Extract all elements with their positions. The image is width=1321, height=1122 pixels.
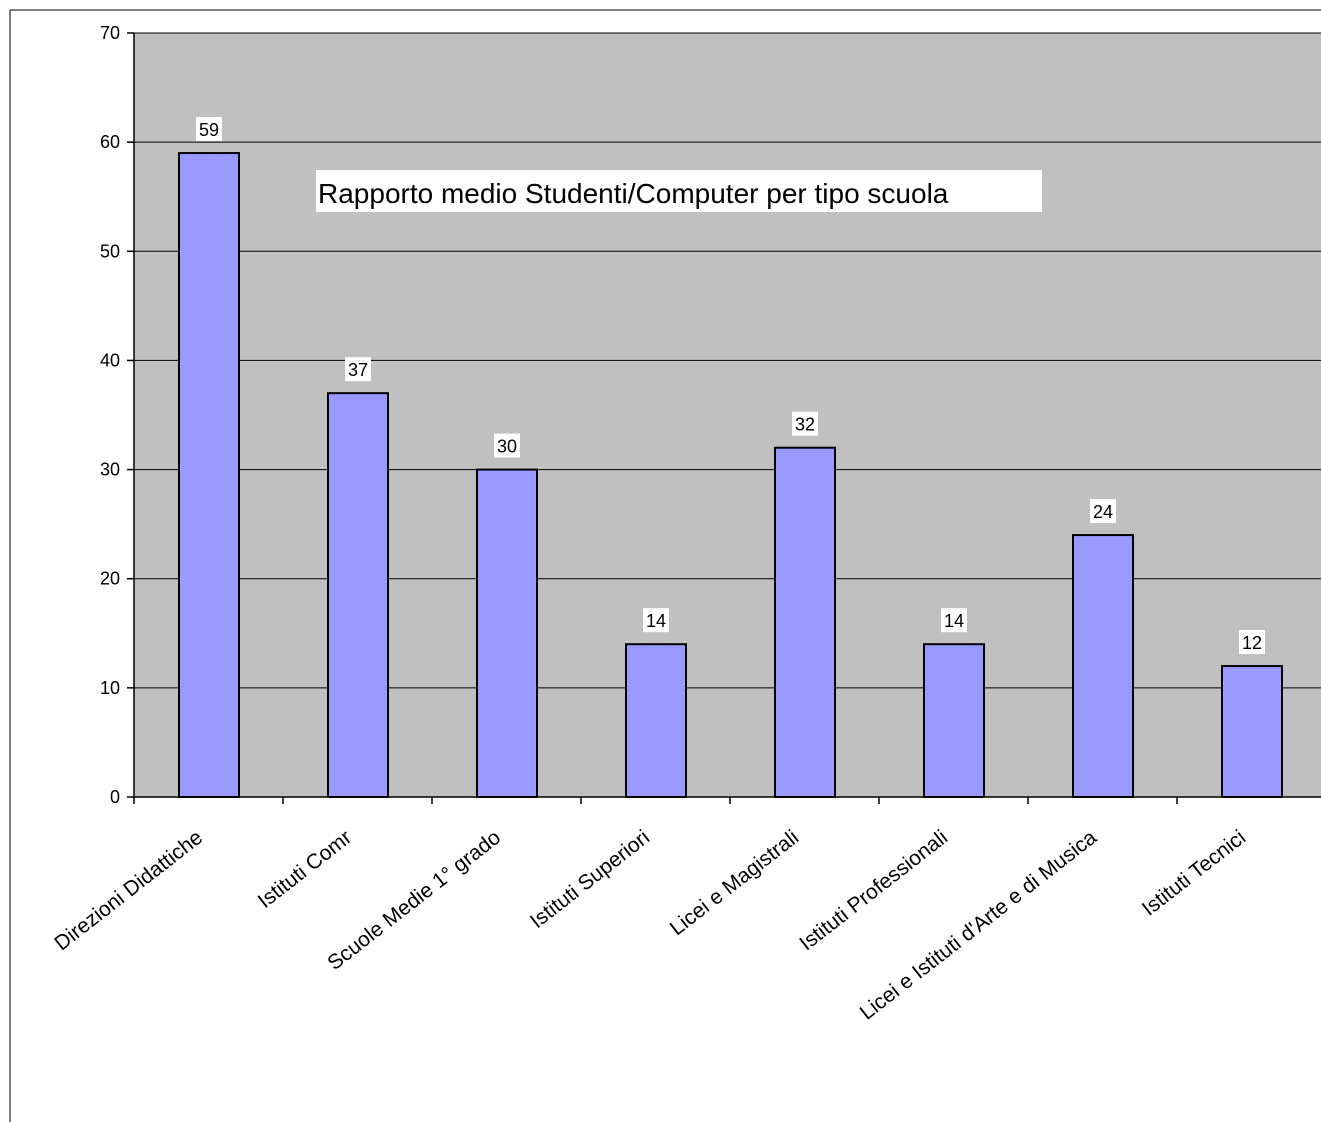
category-labels: Direzioni Didattiche Istituti ComrScuole … [50, 826, 1250, 1025]
data-label-background [941, 608, 967, 633]
bar [476, 468, 538, 798]
category-label: Istituti Professionali [795, 826, 952, 956]
data-label-background [1239, 630, 1265, 655]
bar [178, 152, 240, 799]
category-label: Direzioni Didattiche [50, 826, 207, 956]
category-label: Istituti Tecnici [1138, 826, 1250, 921]
bar [1072, 534, 1134, 798]
category-label: Istituti Superiori [526, 826, 654, 933]
data-label-background [494, 433, 520, 458]
y-tick-label: 30 [100, 460, 120, 480]
bar [923, 643, 985, 799]
chart-title: Rapporto medio Studenti/Computer per tip… [318, 178, 949, 209]
y-tick-label: 70 [100, 23, 120, 43]
category-label: Licei e Magistrali [666, 826, 803, 940]
data-label-background [792, 411, 818, 436]
data-labels: 59 37 30 14 32 14 24 12 [196, 117, 1265, 655]
data-label: 37 [348, 360, 368, 380]
bars [178, 152, 1283, 799]
data-label: 32 [795, 415, 815, 435]
bar [774, 446, 836, 798]
bar [327, 392, 389, 798]
data-label: 30 [497, 437, 517, 457]
data-label: 24 [1093, 502, 1113, 522]
x-axis-ticks [133, 797, 1178, 804]
y-tick-label: 60 [100, 132, 120, 152]
y-tick-label: 0 [110, 787, 120, 807]
y-tick-label: 10 [100, 678, 120, 698]
data-label: 14 [944, 611, 964, 631]
data-label-background [196, 117, 222, 142]
bar [625, 643, 687, 799]
plot-area [134, 33, 1321, 797]
category-label: Istituti Comr [254, 826, 356, 913]
y-axis-ticks: 0 10 20 30 40 50 60 70 [100, 23, 134, 807]
data-label: 59 [199, 120, 219, 140]
data-label: 14 [646, 611, 666, 631]
bar [1221, 665, 1283, 798]
data-label-background [1090, 499, 1116, 524]
y-tick-label: 40 [100, 350, 120, 370]
y-tick-label: 50 [100, 241, 120, 261]
y-tick-label: 20 [100, 569, 120, 589]
data-label-background [643, 608, 669, 633]
data-label-background [345, 357, 371, 382]
data-label: 12 [1242, 633, 1262, 653]
category-label: Licei e Istituti d'Arte e di Musica [856, 826, 1102, 1025]
chart-title-background [316, 170, 1042, 212]
